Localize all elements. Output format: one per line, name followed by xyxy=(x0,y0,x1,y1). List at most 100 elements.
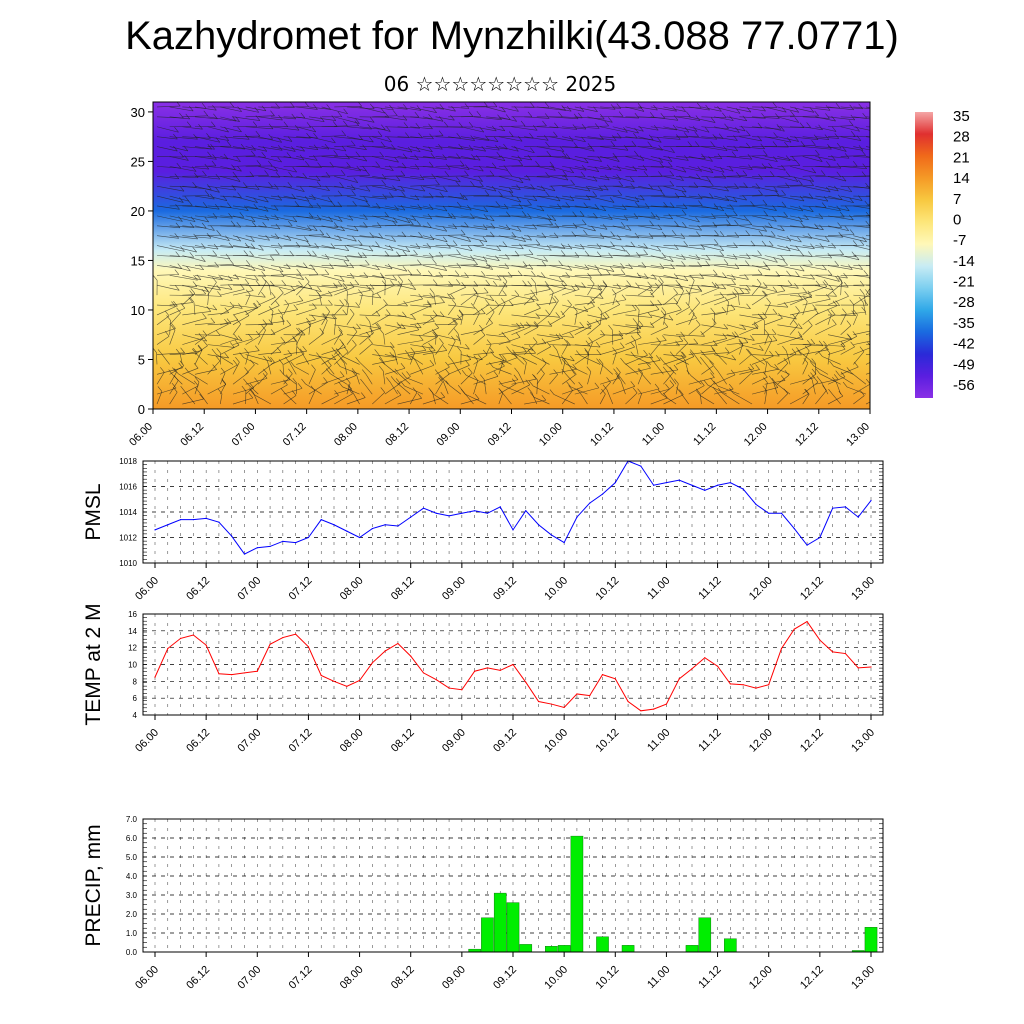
wind-barb xyxy=(511,378,537,385)
wind-barb-flag xyxy=(442,236,448,242)
wind-barb-flag xyxy=(719,245,724,251)
wind-barb xyxy=(194,156,217,160)
wind-barb-flag xyxy=(298,295,304,301)
wind-barb-flag xyxy=(849,104,854,110)
wind-barb-flag xyxy=(837,194,843,200)
wind-barb xyxy=(245,156,266,158)
wind-barb-flag xyxy=(700,350,705,356)
wind-barb xyxy=(220,393,223,405)
wind-barb-flag xyxy=(340,225,345,231)
wind-barb xyxy=(650,126,678,131)
wind-barb xyxy=(764,215,788,218)
wind-barb-flag xyxy=(642,165,648,171)
wind-barb xyxy=(638,185,662,192)
wind-barb-flag xyxy=(403,122,409,128)
wind-barb-flag xyxy=(616,283,622,289)
wind-barb xyxy=(365,374,373,385)
wind-barb xyxy=(612,309,637,316)
wind-barb-flag xyxy=(638,367,643,374)
wind-barb-flag xyxy=(783,211,788,218)
wind-barb xyxy=(536,185,556,192)
wind-barb xyxy=(676,106,702,109)
wind-barb-flag xyxy=(844,153,850,159)
wind-barb xyxy=(726,146,751,149)
wind-barb xyxy=(739,344,764,351)
x-tick-label: 07.00 xyxy=(235,964,263,992)
wind-barb xyxy=(764,318,783,326)
wind-barb xyxy=(714,292,744,296)
wind-barb xyxy=(549,245,572,250)
wind-barb xyxy=(422,106,444,110)
wind-barb-flag xyxy=(354,120,360,126)
wind-barb xyxy=(258,305,280,316)
wind-barb xyxy=(207,185,236,191)
wind-barb xyxy=(650,146,675,153)
data-point xyxy=(512,529,514,531)
wind-barb-flag xyxy=(507,170,513,177)
wind-barb xyxy=(289,361,297,375)
wind-barb-flag xyxy=(819,224,824,231)
wind-barb-flag xyxy=(844,225,849,231)
wind-barb xyxy=(802,349,829,355)
wind-barb xyxy=(194,195,215,200)
wind-barb-flag xyxy=(529,133,534,139)
wind-barb-flag xyxy=(546,214,552,220)
wind-barb xyxy=(574,302,595,306)
wind-barb xyxy=(713,166,734,172)
wind-barb xyxy=(207,323,232,326)
precip-bar xyxy=(493,892,507,953)
wind-barb xyxy=(853,395,865,405)
wind-barb-flag xyxy=(635,202,640,208)
wind-barb xyxy=(296,357,321,365)
wind-barb xyxy=(359,314,381,317)
wind-barb xyxy=(372,195,394,198)
wind-barb-flag xyxy=(717,106,722,112)
wind-barb xyxy=(751,205,777,211)
wind-barb xyxy=(675,306,690,316)
wind-barb-flag xyxy=(201,243,206,249)
wind-barb xyxy=(777,353,797,365)
wind-barb-flag xyxy=(595,319,601,325)
wind-barb-flag xyxy=(478,176,483,182)
wind-barb-flag xyxy=(267,356,273,362)
wind-barb xyxy=(536,275,564,283)
wind-barb-flag xyxy=(189,297,195,303)
wind-barb xyxy=(562,146,592,149)
wind-barb-flag xyxy=(393,110,398,116)
wind-barb-flag xyxy=(438,375,444,381)
wind-barb-flag xyxy=(343,346,349,352)
wind-barb-flag xyxy=(385,309,391,315)
wind-barb-flag xyxy=(230,342,235,348)
wind-barb xyxy=(321,156,350,160)
wind-barb xyxy=(359,332,374,345)
wind-barb xyxy=(751,265,771,271)
wind-barb xyxy=(232,338,253,345)
wind-barb-flag xyxy=(215,187,220,193)
wind-barb-flag xyxy=(714,230,719,236)
wind-barb xyxy=(333,331,343,345)
wind-barb xyxy=(296,215,322,221)
wind-barb-flag xyxy=(595,341,601,348)
wind-barb xyxy=(612,346,635,355)
wind-barb xyxy=(713,106,741,114)
wind-barb-flag xyxy=(493,136,499,142)
y-tick-label: 1018 xyxy=(119,457,137,466)
wind-barb xyxy=(323,361,335,375)
data-point xyxy=(435,679,437,681)
wind-barb-flag xyxy=(724,123,729,130)
wind-barb xyxy=(321,346,346,355)
wind-barb-flag xyxy=(597,269,602,276)
wind-barb-flag xyxy=(828,284,834,291)
wind-barb xyxy=(650,344,680,347)
wind-barb-flag xyxy=(674,192,680,199)
wind-barb-flag xyxy=(225,253,231,260)
wind-barb xyxy=(722,392,740,405)
wind-barb xyxy=(346,146,367,151)
wind-barb xyxy=(650,205,675,208)
wind-barb-flag xyxy=(616,174,621,180)
wind-barb xyxy=(207,215,233,219)
wind-barb-flag xyxy=(678,283,684,289)
wind-barb-flag xyxy=(339,299,344,306)
